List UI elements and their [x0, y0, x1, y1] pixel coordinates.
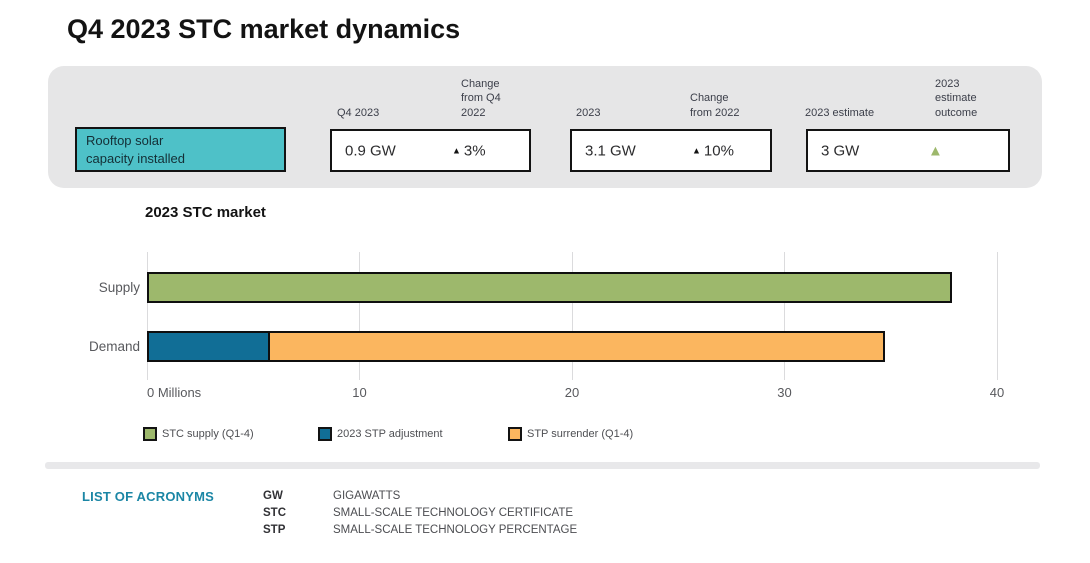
change-value: 10% [703, 142, 734, 159]
up-triangle-icon: ▲ [692, 145, 701, 155]
acronym-abbr: STC [263, 507, 286, 519]
change-2023: ▲ 10% [692, 142, 734, 159]
col-header-2023-estimate-outcome: 2023 estimate outcome [935, 78, 978, 119]
value-box-2023-estimate: 3 GW ▲ [806, 129, 1010, 172]
legend-label: 2023 STP adjustment [337, 428, 443, 440]
acronym-definition: GIGAWATTS [333, 490, 401, 502]
value-box-q4-2023: 0.9 GW ▲ 3% [330, 129, 531, 172]
legend-item-stc-supply: STC supply (Q1-4) [143, 427, 254, 441]
x-tick-label: 10 [352, 385, 367, 400]
x-tick-label: 40 [989, 385, 1005, 400]
value-q4-2023: 0.9 GW [345, 142, 396, 159]
demand-surrender-bar [268, 331, 885, 362]
legend-label: STC supply (Q1-4) [162, 428, 254, 440]
col-header-change-from-q4-2022: Change from Q4 2022 [461, 78, 501, 119]
x-tick-label: 0 Millions [147, 385, 202, 400]
x-tick-label: 30 [777, 385, 792, 400]
legend-item-stp-adjustment: 2023 STP adjustment [318, 427, 443, 441]
value-2023: 3.1 GW [585, 142, 636, 159]
legend-label: STP surrender (Q1-4) [527, 428, 634, 440]
up-triangle-green-icon: ▲ [928, 142, 943, 159]
col-header-change-from-2022: Change from 2022 [690, 92, 740, 119]
x-axis: 0 Millions 10 20 30 40 [147, 385, 1007, 405]
supply-bar [147, 272, 953, 303]
demand-bar [147, 331, 885, 362]
acronym-definition: SMALL-SCALE TECHNOLOGY PERCENTAGE [333, 524, 578, 536]
change-value: 3% [463, 142, 486, 159]
legend-swatch-blue [318, 427, 332, 441]
plot-area [146, 252, 998, 380]
acronym-abbr: STP [263, 524, 286, 536]
col-header-2023-estimate: 2023 estimate [805, 106, 875, 119]
x-tick-label: 20 [564, 385, 580, 400]
value-box-2023: 3.1 GW ▲ 10% [570, 129, 772, 172]
chart-legend: STC supply (Q1-4) 2023 STP adjustment ST… [0, 427, 1090, 447]
row-label-rooftop-solar: Rooftop solar capacity installed [75, 127, 286, 172]
acronym-definition: SMALL-SCALE TECHNOLOGY CERTIFICATE [333, 507, 574, 519]
col-header-2023: 2023 [576, 106, 601, 119]
col-header-q4-2023: Q4 2023 [337, 106, 380, 119]
summary-panel: Q4 2023 Change from Q4 2022 2023 Change … [48, 66, 1042, 188]
acronyms-heading: LIST OF ACRONYMS [82, 489, 214, 504]
page-title: Q4 2023 STC market dynamics [67, 14, 461, 44]
category-label-demand: Demand [88, 339, 140, 354]
change-q4-2023: ▲ 3% [452, 142, 486, 159]
chart-title: 2023 STC market [145, 204, 266, 221]
acronym-abbr: GW [263, 490, 283, 502]
category-label-supply: Supply [98, 280, 140, 295]
up-triangle-icon: ▲ [452, 145, 461, 155]
legend-swatch-orange [508, 427, 522, 441]
legend-item-stp-surrender: STP surrender (Q1-4) [508, 427, 633, 441]
estimate-outcome: ▲ [928, 143, 943, 158]
legend-swatch-green [143, 427, 157, 441]
section-divider [45, 462, 1040, 469]
demand-adjustment-bar [147, 331, 271, 362]
value-2023-estimate: 3 GW [821, 142, 860, 159]
